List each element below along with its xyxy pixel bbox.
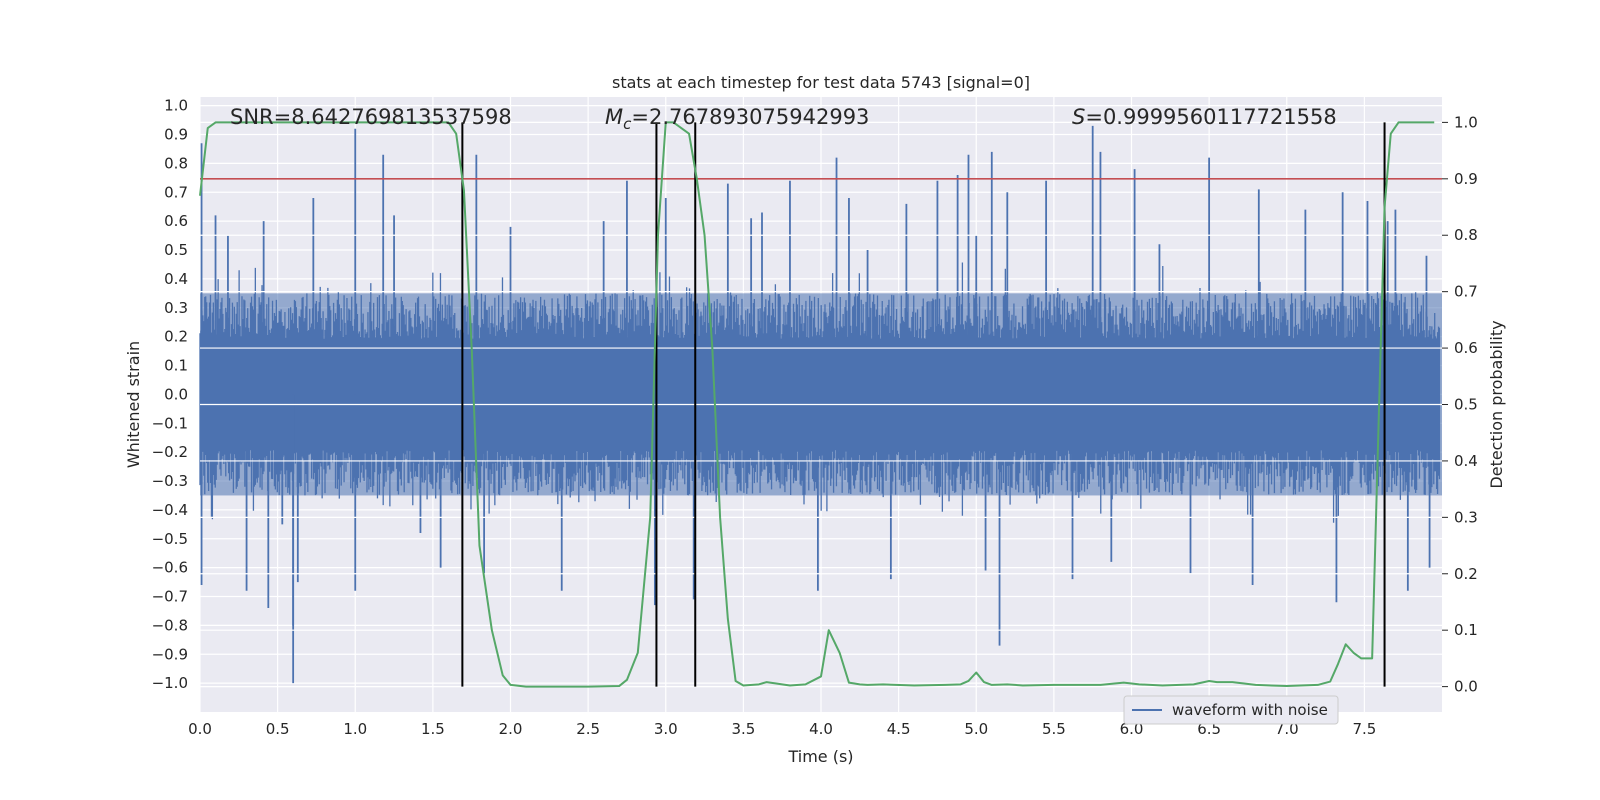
x-tick-label: 7.5	[1352, 720, 1376, 738]
chart-title: stats at each timestep for test data 574…	[612, 73, 1030, 92]
y-tick-label-left: −0.3	[152, 472, 188, 490]
y-tick-label-left: 0.7	[164, 183, 188, 201]
legend: waveform with noise	[1123, 695, 1339, 725]
x-tick-label: 4.0	[809, 720, 833, 738]
y-axis-label-left: Whitened strain	[124, 341, 143, 468]
y-tick-label-left: 0.8	[164, 154, 188, 172]
x-tick-label: 0.0	[188, 720, 212, 738]
x-tick-label: 2.5	[576, 720, 600, 738]
y-tick-label-right: 0.7	[1454, 283, 1478, 301]
y-tick-label-left: 0.5	[164, 241, 188, 259]
waveform-series	[199, 125, 1442, 684]
score-value: =0.9999560117721558	[1085, 105, 1336, 129]
probability-series	[199, 121, 1435, 688]
x-tick-label: 1.5	[421, 720, 445, 738]
x-tick-label: 1.0	[343, 720, 367, 738]
y-tick-label-left: −1.0	[152, 674, 188, 692]
y-tick-label-right: 0.3	[1454, 508, 1478, 526]
x-tick-label: 5.5	[1042, 720, 1066, 738]
y-tick-label-right: 0.6	[1454, 339, 1478, 357]
y-tick-label-right: 0.4	[1454, 452, 1478, 470]
y-tick-label-left: −0.7	[152, 588, 188, 606]
chirp-mass-annotation: Mc=2.767893075942993	[605, 105, 869, 133]
y-axis-label-right: Detection probability	[1487, 320, 1506, 488]
y-tick-label-right: 0.9	[1454, 170, 1478, 188]
vertical-markers	[461, 122, 1386, 687]
y-tick-label-left: −0.5	[152, 530, 188, 548]
axes: 0.0 0.5 1.0 1.5 2.0 2.5 3.0 3.5 4.0 4.5 5.0 5.5 6.0 6…	[152, 97, 1478, 738]
y-tick-label-left: 0.4	[164, 270, 188, 288]
y-tick-label-left: −0.2	[152, 443, 188, 461]
x-tick-label: 4.5	[887, 720, 911, 738]
y-tick-label-right: 0.1	[1454, 621, 1478, 639]
x-tick-label: 3.5	[731, 720, 755, 738]
y-tick-label-left: 0.6	[164, 212, 188, 230]
y-tick-label-left: −0.1	[152, 414, 188, 432]
y-tick-label-left: 1.0	[164, 97, 188, 115]
score-symbol: S	[1072, 105, 1085, 129]
y-tick-label-left: −0.8	[152, 616, 188, 634]
y-tick-label-right: 0.0	[1454, 678, 1478, 696]
y-tick-label-right: 0.8	[1454, 226, 1478, 244]
y-tick-label-right: 0.2	[1454, 565, 1478, 583]
x-tick-label: 5.0	[964, 720, 988, 738]
score-annotation: S=0.9999560117721558	[1072, 105, 1337, 129]
x-axis-label: Time (s)	[787, 747, 853, 766]
y-tick-label-left: −0.4	[152, 501, 188, 519]
snr-annotation: SNR=8.642769813537598	[230, 105, 512, 129]
waveform-noise-band	[200, 293, 1442, 496]
chirp-mass-symbol: M	[605, 105, 623, 129]
y-tick-label-left: −0.6	[152, 559, 188, 577]
x-tick-label: 2.0	[499, 720, 523, 738]
legend-box	[1123, 695, 1339, 725]
legend-label: waveform with noise	[1172, 701, 1328, 719]
probability-line	[199, 121, 1435, 688]
y-tick-label-left: 0.1	[164, 357, 188, 375]
y-tick-label-left: 0.2	[164, 328, 188, 346]
y-tick-label-left: −0.9	[152, 645, 188, 663]
chirp-mass-subscript: c	[623, 115, 632, 133]
x-tick-label: 0.5	[266, 720, 290, 738]
y-tick-label-right: 0.5	[1454, 396, 1478, 414]
chirp-mass-value: =2.767893075942993	[631, 105, 869, 129]
y-tick-label-right: 1.0	[1454, 113, 1478, 131]
x-tick-label: 3.0	[654, 720, 678, 738]
y-tick-label-left: 0.3	[164, 299, 188, 317]
y-tick-label-left: 0.9	[164, 126, 188, 144]
y-tick-label-left: 0.0	[164, 385, 188, 403]
